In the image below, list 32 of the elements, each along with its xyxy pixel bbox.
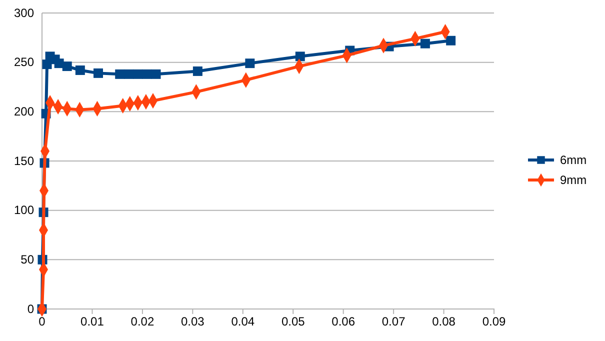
point: [245, 58, 255, 68]
point: [62, 62, 72, 72]
x-tick-label: 0.04: [231, 314, 255, 329]
point: [192, 66, 202, 76]
point: [142, 69, 152, 79]
y-tick-label: 50: [20, 252, 34, 267]
legend-label: 9mm: [560, 173, 587, 188]
point: [124, 69, 134, 79]
y-tick-label: 200: [14, 104, 34, 119]
point: [133, 69, 143, 79]
x-tick-label: 0.06: [332, 314, 356, 329]
point: [151, 69, 161, 79]
x-tick-label: 0.01: [80, 314, 104, 329]
point: [446, 36, 456, 46]
point: [94, 68, 103, 78]
point: [115, 69, 125, 79]
y-tick-label: 0: [27, 302, 34, 316]
legend-label: 6mm: [560, 153, 587, 168]
y-tick-label: 300: [14, 6, 34, 20]
x-tick-label: 0.03: [180, 314, 205, 329]
point: [75, 65, 85, 75]
x-tick-label: 0.09: [482, 314, 506, 329]
y-tick-label: 150: [14, 154, 34, 168]
x-tick-label: 0: [38, 314, 46, 329]
x-tick-label: 0.07: [382, 314, 406, 329]
point: [295, 52, 305, 62]
y-tick-label: 250: [14, 55, 34, 70]
x-tick-label: 0.05: [281, 314, 306, 329]
x-tick-label: 0.02: [130, 314, 154, 329]
x-tick-label: 0.08: [432, 314, 456, 329]
y-tick-label: 100: [14, 203, 34, 218]
point: [420, 38, 430, 48]
